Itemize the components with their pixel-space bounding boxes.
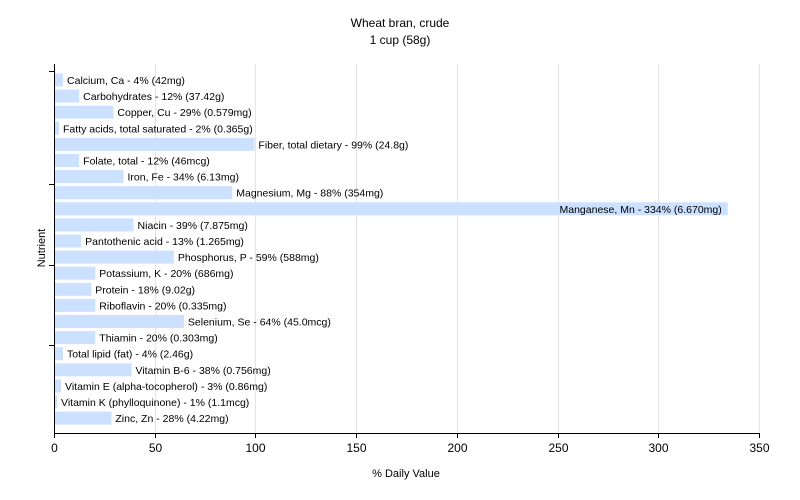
bar-label: Carbohydrates - 12% (37.42g) (83, 91, 224, 103)
bars-group: Calcium, Ca - 4% (42mg) Carbohydrates - 1… (55, 73, 728, 425)
bar (55, 250, 174, 264)
x-tick-label: 250 (548, 441, 568, 455)
x-tick-label: 350 (749, 441, 769, 455)
bar-label: Iron, Fe - 34% (6.13mg) (127, 172, 238, 184)
bar-label: Fatty acids, total saturated - 2% (0.365… (63, 123, 253, 135)
bar-label: Manganese, Mn - 334% (6.670mg) (560, 204, 722, 216)
bar (55, 315, 184, 328)
bar (55, 73, 64, 87)
bar-label: Vitamin K (phylloquinone) - 1% (1.1mcg) (61, 397, 249, 409)
bar-label: Zinc, Zn - 28% (4.22mg) (115, 413, 228, 425)
bar (55, 363, 132, 377)
bar (55, 137, 255, 151)
bar-label: Fiber, total dietary - 99% (24.8g) (258, 139, 408, 151)
bar (55, 89, 80, 103)
bar (55, 347, 64, 361)
bar-label: Vitamin B-6 - 38% (0.756mg) (136, 365, 271, 377)
bar-label: Pantothenic acid - 13% (1.265mg) (85, 236, 244, 248)
bar (55, 170, 124, 184)
bar-label: Calcium, Ca - 4% (42mg) (67, 75, 185, 87)
bar (55, 154, 80, 167)
bar-label: Total lipid (fat) - 4% (2.46g) (67, 349, 193, 361)
bar-label: Potassium, K - 20% (686mg) (99, 268, 233, 280)
bar-label: Folate, total - 12% (46mcg) (83, 156, 210, 168)
bar (55, 331, 96, 345)
bar-label: Copper, Cu - 29% (0.579mg) (117, 107, 251, 119)
bar-label: Magnesium, Mg - 88% (354mg) (236, 188, 383, 200)
chart-subtitle: 1 cup (58g) (370, 33, 431, 47)
bar (55, 395, 58, 409)
bar-label: Riboflavin - 20% (0.335mg) (99, 300, 226, 312)
bar (55, 105, 114, 119)
bar-label: Thiamin - 20% (0.303mg) (99, 333, 217, 345)
bar-label: Vitamin E (alpha-tocopherol) - 3% (0.86m… (65, 381, 267, 393)
x-tick-label: 200 (447, 441, 467, 455)
bar (55, 218, 134, 232)
x-tick-label: 300 (648, 441, 668, 455)
axes-group: 0 50 100 150 200 250 300 350 (49, 64, 770, 455)
bar-label: Phosphorus, P - 59% (588mg) (178, 252, 319, 264)
x-tick-label: 50 (149, 441, 163, 455)
bar (55, 234, 82, 248)
x-tick-label: 150 (346, 441, 366, 455)
chart-title: Wheat bran, crude (351, 16, 450, 30)
bar (55, 186, 233, 200)
bar (55, 411, 112, 425)
bar (55, 121, 60, 135)
bar (55, 379, 62, 393)
bar (55, 266, 96, 280)
x-tick-label: 100 (245, 441, 265, 455)
bar (55, 282, 92, 296)
gridlines (155, 64, 760, 433)
bar (55, 202, 728, 216)
bar (55, 298, 96, 312)
bar-label: Protein - 18% (9.02g) (95, 284, 195, 296)
x-axis-label: % Daily Value (372, 468, 440, 480)
bar-label: Selenium, Se - 64% (45.0mcg) (188, 317, 331, 329)
x-tick-label: 0 (51, 441, 58, 455)
bar-label: Niacin - 39% (7.875mg) (138, 220, 248, 232)
y-axis-label: Nutrient (36, 229, 48, 268)
